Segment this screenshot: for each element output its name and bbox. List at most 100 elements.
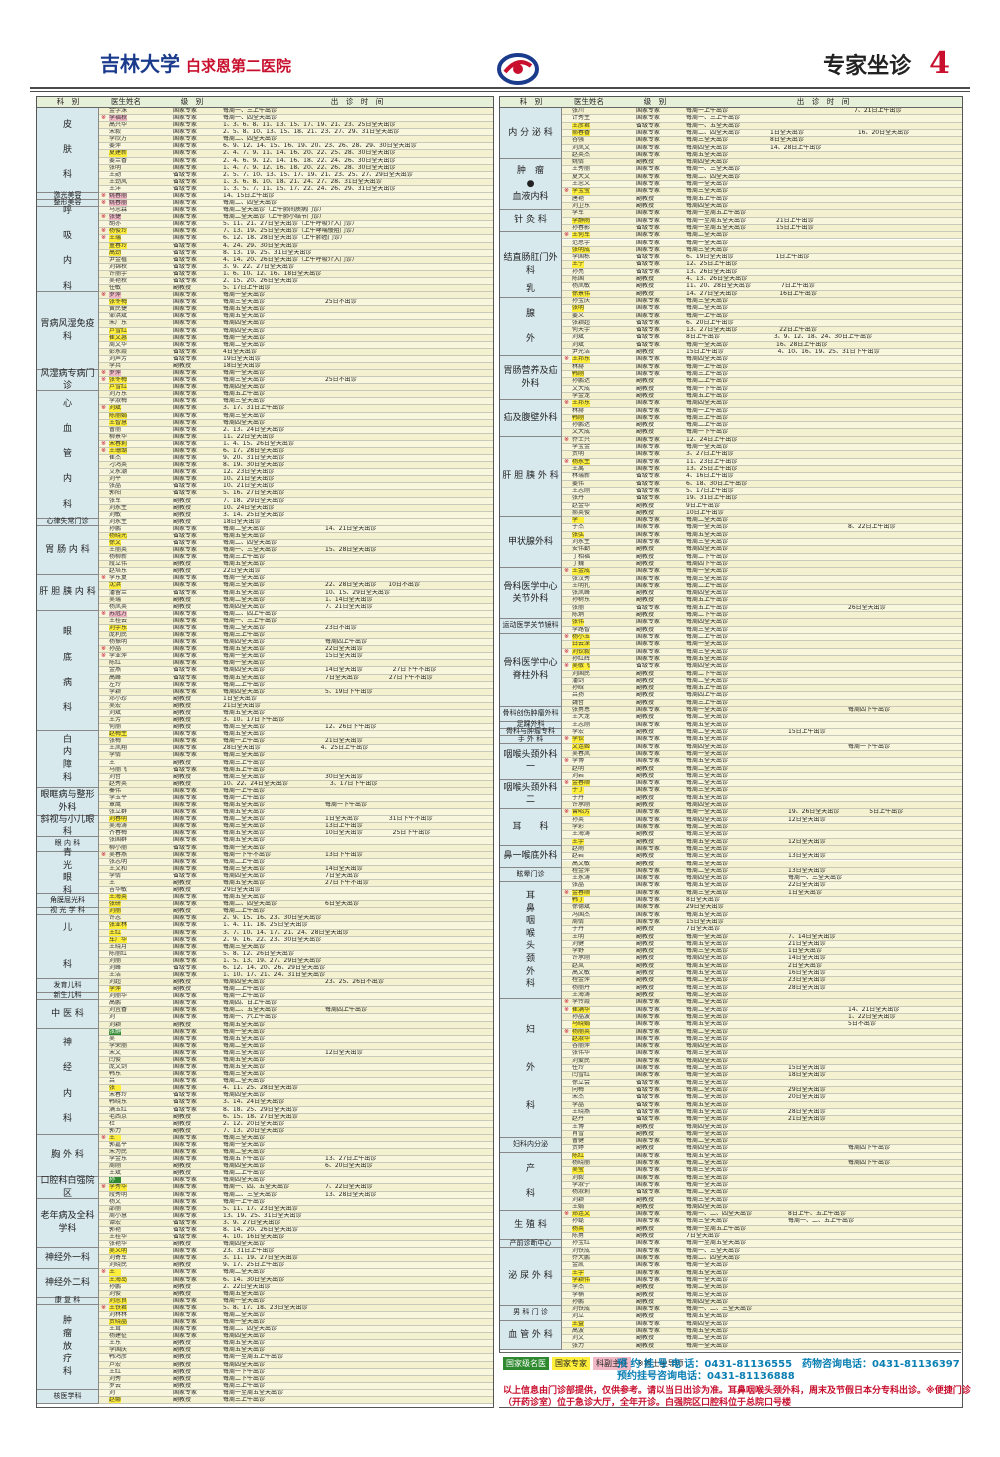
doctor-level: 副教授 (173, 1262, 192, 1269)
doctor-level: 国家专家 (173, 1304, 198, 1311)
doctor-level: 国家专家 (173, 738, 198, 745)
table-row: 刘永生 副教授 10、24日全天出诊 (99, 504, 493, 512)
clinic-time: 每周四全天出诊 7、21日全天出诊 (223, 603, 373, 610)
table-row: ※ 刘钦毅 国家专家 每周三全天出诊 (562, 648, 962, 656)
doctor-name: 王 (109, 879, 122, 886)
doctor-level: 国家专家 (636, 166, 661, 173)
doctor-level: 副教授 (636, 1313, 655, 1320)
doctor-name: 覃鹰 (109, 802, 122, 809)
doctor-level: 副教授 (636, 970, 655, 977)
doctor-name: 王茸 (109, 1326, 122, 1333)
doctor-name: 许丽宇 (109, 270, 128, 277)
table-row: 李颖伟 国家专家 每周一全天出诊 (562, 1276, 962, 1285)
table-row: 张军 副教授 7、18、29日全天出诊 (99, 497, 493, 505)
table-row: 林瑞新 省级专家 4、16日上午出诊 (562, 473, 962, 481)
doctor-name: 姜兰香 (109, 157, 128, 164)
doctor-name: 王邦东 (572, 400, 591, 407)
doctor-level: 国家专家 (173, 915, 198, 922)
clinic-time: 4、16日上午出诊 (686, 473, 734, 480)
table-row: 孙晶波 国家专家 每周三全天出诊 1、22日全天出诊 (562, 1013, 962, 1022)
clinic-time: 每周一、三全天出诊 15、28日全天出诊 (223, 547, 377, 554)
table-row: ※ 王瑞 国家专家 6、12、18、28日全天出诊（上午肺癌门诊） (99, 235, 493, 243)
doctor-name: 孙晗 (572, 685, 585, 692)
doctor-name: 于丁 (572, 787, 585, 794)
doctor-name: 金春顺 (572, 780, 591, 787)
clinic-time: 每周二、四全天出诊 (223, 200, 278, 207)
doctor-level: 国家专家 (636, 1138, 661, 1145)
doctor-name: 吴宏 (109, 702, 122, 709)
doctor-level: 国家专家 (636, 539, 661, 546)
clinic-time: 每周二全天出诊 (686, 232, 729, 239)
doctor-name: 王禹 (572, 465, 585, 472)
doctor-level: 国家专家 (173, 1000, 198, 1007)
clinic-time: 3、9、22、27日全天出诊 (223, 263, 294, 270)
table-row: 王禹 国家专家 13、25日上午出诊 (562, 465, 962, 474)
table-row: 王红 国家专家 3、7、10、14、17、21、24、28日全天出诊 (99, 929, 493, 937)
clinic-time: 每周五全天出诊 每周一下午出诊 (223, 802, 368, 809)
clinic-time: 每周五全天出诊 10日全天出诊 25日下午出诊 (223, 830, 431, 837)
table-row: 尹光洁 副教授 15日上午出诊 4、10、16、19、25、31日下午出诊 (562, 349, 962, 357)
table-row: 安伟勤 副教授 每周四全天出诊 (562, 546, 962, 554)
doctor-name: 刘永生 (109, 504, 128, 511)
phd-supervisor-mark: ※ (564, 809, 570, 816)
phd-supervisor-mark: ※ (101, 575, 107, 582)
doctor-level: 国家专家 (173, 554, 198, 561)
doctor-name: 白云深 (572, 641, 591, 648)
clinic-time: 13、27日全天出诊 22日上午出诊 (686, 327, 817, 334)
doctor-name: 刘哲 (109, 773, 122, 780)
doctor-name: 李宝金 (572, 444, 591, 451)
table-row: 许承刚 副教授 每周四全天出诊 14日全天出诊 (562, 955, 962, 963)
booking-phone: 预 约 挂 号 电 话：0431-81136555 药物咨询电话：0431-81… (617, 1359, 960, 1370)
table-row: ※ 金春顺 国家专家 每周二全天出诊 (562, 780, 962, 788)
doctor-level: 国家专家 (636, 1028, 661, 1035)
table-row: 乔大鹏 国家专家 每周二、四全天出诊 (562, 1255, 962, 1263)
left-schedule-table: 科 别 医生姓名 级 别 出 诊 时 间 皮 肤 科金学洙 国家专家 每周一、三上午… (36, 96, 494, 1408)
doctor-name: 刘秀 (109, 1375, 122, 1382)
department-cell: 男 科 门 诊 (500, 1306, 562, 1321)
table-row: 潘剑 副教授 每周二全天出诊 (562, 677, 962, 686)
doctor-name: 张勇恩 (572, 707, 591, 714)
table-row: 高波 国家专家 每周五全天出诊 (562, 1328, 962, 1336)
doctor-level: 副教授 (636, 794, 655, 801)
table-row: 陈丽红 国家专家 5、8、12、26日全天出诊 (99, 950, 493, 958)
doctor-level: 省级专家 (636, 473, 661, 480)
table-row: 夏大文 国家专家 每周二、四全天出诊 (562, 173, 962, 182)
doctor-level: 国家专家 (636, 911, 661, 918)
doctor-name: 刘斌 (109, 709, 122, 716)
doctor-level: 副教授 (636, 1225, 655, 1232)
doctor-level: 国家专家 (173, 157, 198, 164)
table-row: 刘立 副教授 每周五全天出诊 (562, 1313, 962, 1321)
clinic-time: 每周四全天出诊 每周一、三全天出诊 (686, 875, 843, 882)
clinic-time: 10、22、24日全天出诊 3、17日下午出诊 (223, 780, 378, 787)
table-row: 马丽飞 省级专家 每周五上午出诊 (99, 766, 493, 774)
clinic-time: 每周一全天出诊 (223, 1297, 266, 1304)
doctor-level: 国家专家 (173, 646, 198, 653)
doctor-name: 王永涛 (572, 875, 591, 882)
doctor-name: 张伟 (572, 619, 585, 626)
doctor-level: 国家专家 (636, 1043, 661, 1050)
table-row: 王智慧 国家专家 每周四全天出诊 (99, 419, 493, 427)
doctor-name: 潘留兰 (109, 589, 128, 596)
clinic-time: 每周一上午出诊 (223, 787, 266, 794)
table-row: 王海英 国家专家 每周五全天出诊 (99, 894, 493, 902)
doctor-name: 高峰 (109, 674, 122, 681)
table-row: 齐春梅 国家专家 每周五全天出诊 10日全天出诊 25日下午出诊 (99, 830, 493, 838)
doctor-level: 国家专家 (173, 334, 198, 341)
table-row: 刘寄军 国家专家 3、11、19、27日全天出诊 (99, 1255, 493, 1263)
doctor-name: 赵英杰 (572, 151, 591, 158)
clinic-time: 每周一、三上午出诊 (223, 108, 278, 114)
table-row: 王彦君 省级专家 每周一、五全天出诊 (562, 122, 962, 130)
clinic-time: 3、14、24日全天出诊 (223, 1099, 285, 1106)
doctor-level: 副教授 (173, 1170, 192, 1177)
table-row: ※ 苏冠方 国家专家 每周二、四上午出诊 (99, 610, 493, 618)
doctor-level: 国家专家 (636, 524, 661, 531)
doctor-name: 李金龙 (572, 392, 591, 399)
doctor-level: 国家专家 (636, 750, 661, 757)
doctor-level: 国家专家 (636, 1006, 661, 1013)
clinic-time: 每周三上午出诊 (223, 1382, 266, 1389)
table-row: 庞文剑 国家专家 每周五全天出诊 (99, 1064, 493, 1072)
department-cell: 心 血 管 内 科 (37, 391, 99, 519)
doctor-level: 省级专家 (173, 674, 198, 681)
table-row: 潘留兰 省级专家 每周五全天出诊 10、15、29日全天出诊 (99, 589, 493, 597)
clinic-time: 每周二全天出诊 1、14日全天出诊 (223, 596, 373, 603)
